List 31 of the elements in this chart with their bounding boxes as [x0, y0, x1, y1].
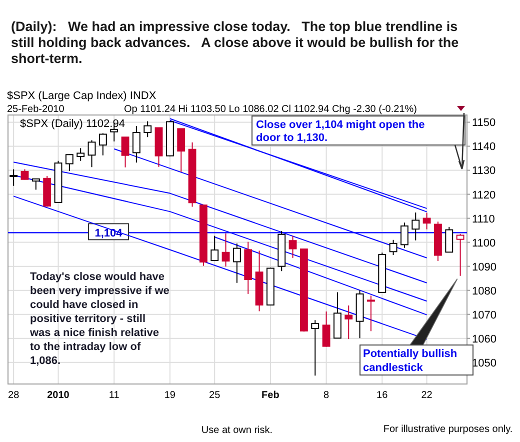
annotation: $SPX (Daily) 1102.94 — [20, 118, 125, 130]
x-tick-label: 19 — [164, 390, 176, 401]
y-tick-label: 1130 — [472, 165, 496, 178]
x-tick-label: 28 — [8, 390, 20, 401]
annotation: Today's close would have been very impressive if we could have closed in positive territory - still was a nice finish relative to the intraday low of 1,086. — [29, 271, 170, 367]
x-tick-label: 8 — [324, 390, 330, 401]
text: Op 1101.24 Hi 1103.50 Lo 1086.02 Cl 1102.94 Chg -2.30 (-0.21%) — [124, 104, 417, 115]
y-tick-label: 1080 — [472, 285, 496, 298]
x-tick-label: 11 — [108, 390, 120, 401]
text: Use at own risk. — [201, 425, 273, 436]
annotation: Close over 1,104 might open the door to 1,130. — [256, 119, 425, 144]
y-tick-label: 1110 — [472, 213, 495, 226]
y-tick-label: 1090 — [472, 261, 496, 274]
y-tick-label: 1140 — [472, 141, 496, 154]
x-tick-label: 22 — [421, 390, 433, 401]
x-tick-label: Feb — [262, 390, 280, 401]
annotation: Potentially bullish candlestick — [363, 348, 458, 374]
chart-subtitle: $SPX (Large Cap Index) INDX — [7, 90, 157, 102]
y-tick-label: 1150 — [472, 117, 496, 130]
x-tick-label: 2010 — [47, 390, 70, 401]
y-tick-label: 1060 — [472, 333, 496, 346]
text: 25-Feb-2010 — [7, 104, 65, 115]
x-tick-label: 16 — [376, 390, 388, 401]
y-tick-label: 1100 — [472, 237, 496, 250]
y-tick-label: 1120 — [472, 189, 496, 202]
chart-title: (Daily): We had an impressive close today. The top blue trendline is still holding back advances. A close above it would be bullish for the short-term. — [11, 19, 460, 66]
ref-line-label: 1,104 — [94, 228, 124, 240]
text: For illustrative purposes only. — [383, 424, 513, 435]
y-tick-label: 1070 — [472, 309, 496, 322]
y-tick-label: 1050 — [472, 357, 496, 370]
x-tick-label: 25 — [209, 390, 221, 401]
